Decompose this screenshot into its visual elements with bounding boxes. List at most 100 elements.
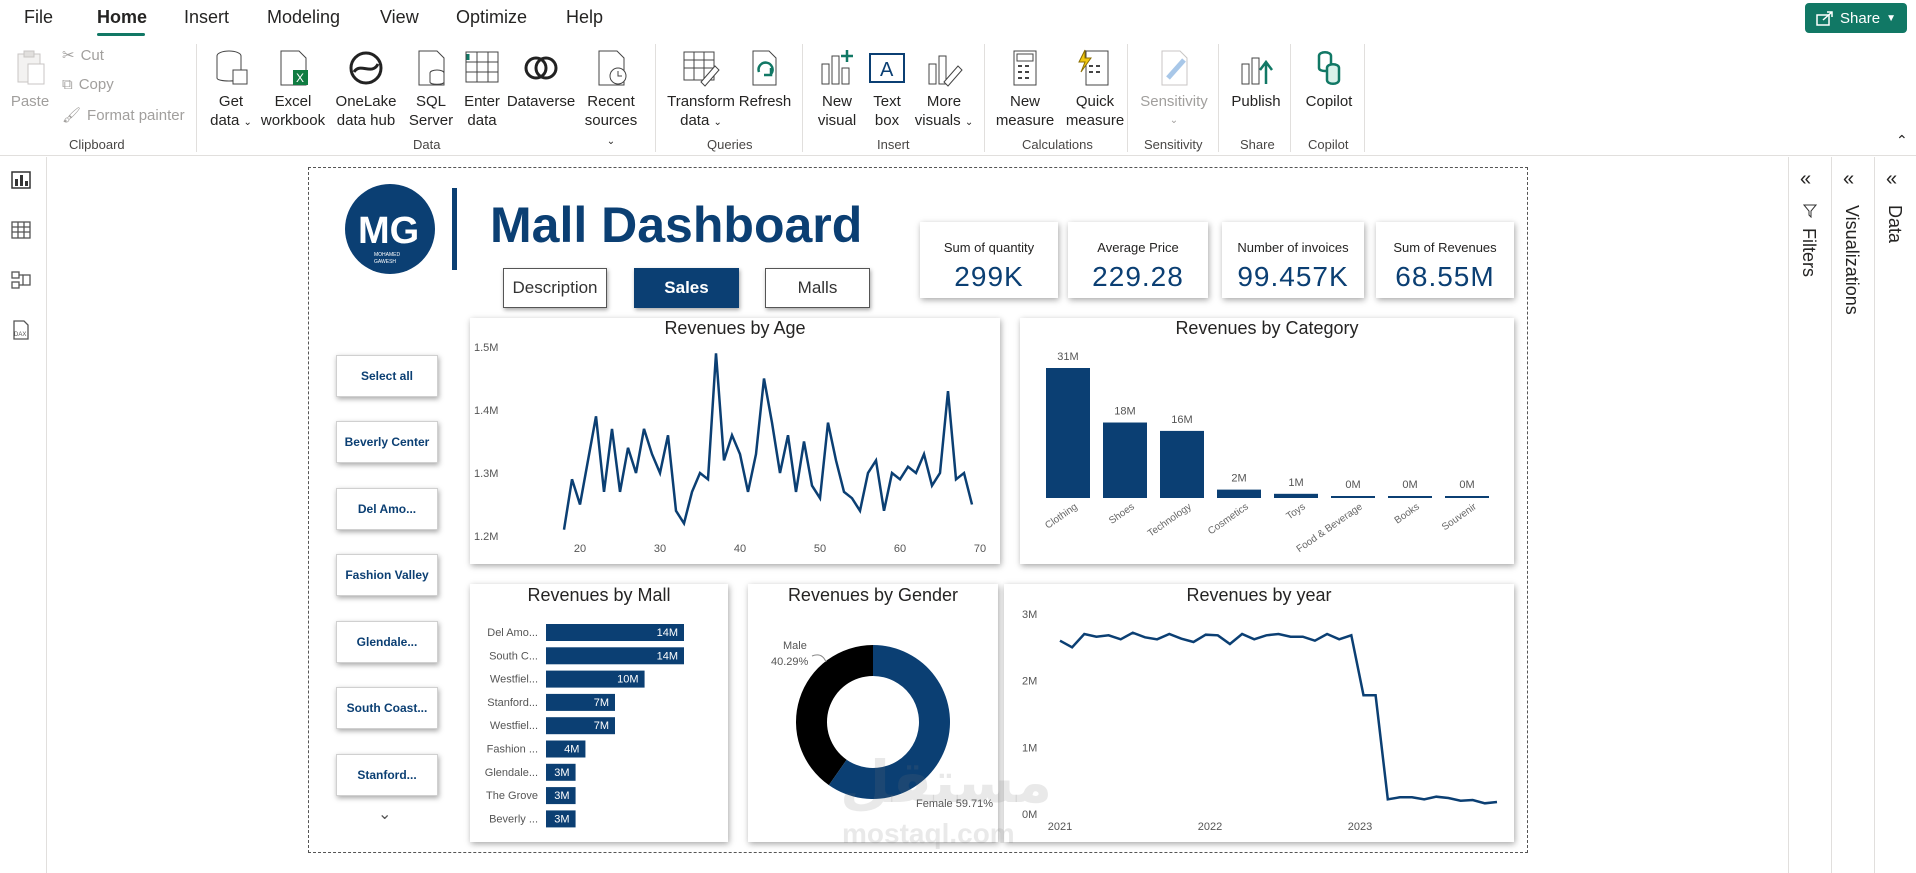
collapse-ribbon-icon[interactable]: ⌃: [1896, 132, 1908, 148]
paste-button[interactable]: Paste: [10, 48, 50, 111]
sql-label-1: SQL: [415, 93, 446, 110]
data-label: 3M: [554, 790, 569, 802]
slicer-item[interactable]: Fashion Valley: [336, 554, 438, 596]
dataverse-button[interactable]: Dataverse: [506, 48, 576, 111]
slicer-item[interactable]: Del Amo...: [336, 488, 438, 530]
database-icon: [216, 50, 248, 85]
x-tick-label: 70: [974, 543, 986, 555]
tab-malls[interactable]: Malls: [765, 268, 870, 308]
chart-title: Revenues by Mall: [527, 585, 671, 605]
data-label: 14M: [657, 650, 678, 662]
x-tick-label: 2022: [1198, 821, 1222, 833]
excel-workbook-button[interactable]: X Excel workbook: [258, 48, 328, 130]
chart-title: Revenues by Category: [1175, 318, 1359, 338]
menu-modeling[interactable]: Modeling: [267, 7, 341, 27]
bar: [1388, 496, 1432, 498]
menu-view[interactable]: View: [380, 7, 419, 27]
kpi-card: Number of invoices 99.457K: [1222, 222, 1364, 298]
calculator-icon: [1013, 50, 1037, 86]
cut-button[interactable]: ✂ Cut: [62, 46, 104, 65]
data-pane-title: Data: [1885, 205, 1905, 244]
paste-icon: [17, 50, 45, 85]
model-view-icon[interactable]: [10, 269, 32, 291]
kpi-card: Sum of quantity 299K: [920, 222, 1058, 298]
sensitivity-group-label: Sensitivity: [1144, 137, 1203, 152]
text-box-button[interactable]: A Text box: [864, 48, 910, 130]
menu-help[interactable]: Help: [566, 7, 604, 27]
copy-icon: ⧉: [62, 76, 73, 93]
bar: [1160, 430, 1204, 498]
ribbon-separator: [1127, 44, 1128, 152]
y-tick-label: 1M: [1022, 742, 1037, 754]
publish-button[interactable]: Publish: [1228, 48, 1284, 111]
get-data-button[interactable]: Get data ⌄: [206, 48, 256, 132]
page-title: Mall Dashboard: [490, 197, 863, 253]
slicer-item[interactable]: Beverly Center: [336, 421, 438, 463]
new-measure-button[interactable]: New measure: [994, 48, 1056, 130]
menu-insert[interactable]: Insert: [184, 7, 230, 27]
transform-data-button[interactable]: Transform data ⌄: [666, 48, 736, 132]
svg-text:X: X: [296, 71, 304, 85]
filters-pane[interactable]: [1788, 157, 1831, 873]
calculations-group-label: Calculations: [1022, 137, 1093, 152]
bar: [546, 740, 586, 758]
chart-card: [1020, 318, 1514, 564]
tab-sales[interactable]: Sales: [634, 268, 739, 308]
chevron-down-icon[interactable]: ⌄: [378, 806, 392, 823]
bar: [1445, 496, 1489, 498]
report-view-icon[interactable]: [10, 169, 32, 191]
kpi-value: 229.28: [1092, 261, 1184, 292]
y-tick-label: 3M: [1022, 609, 1037, 621]
new-visual-button[interactable]: New visual: [812, 48, 862, 130]
slicer-item[interactable]: Glendale...: [336, 621, 438, 663]
more-visuals-button[interactable]: More visuals ⌄: [912, 48, 976, 132]
bar: [546, 810, 576, 828]
y-tick-label: Westfiel...: [490, 674, 538, 686]
slicer-item[interactable]: Select all: [336, 355, 438, 397]
sensitivity-button[interactable]: Sensitivity ⌄: [1134, 48, 1214, 130]
chevron-double-left-icon[interactable]: «: [1843, 168, 1855, 190]
kpi-label: Sum of quantity: [943, 240, 1035, 255]
data-pane[interactable]: [1874, 157, 1916, 873]
get-data-label-2: data: [210, 112, 240, 129]
x-tick-label: 2023: [1348, 821, 1372, 833]
kpi-value: 99.457K: [1237, 261, 1349, 292]
bar: [546, 670, 645, 688]
tab-description[interactable]: Description: [503, 268, 607, 308]
share-group-label: Share: [1240, 137, 1275, 152]
ribbon: Paste ✂ Cut ⧉ Copy 🖌 Format painter Clipboa…: [0, 36, 1916, 156]
onelake-button[interactable]: OneLake data hub: [330, 48, 402, 130]
enter-data-label-2: data: [467, 112, 497, 129]
clipboard-group-label: Clipboard: [69, 137, 125, 152]
sql-server-button[interactable]: SQL Server: [406, 48, 456, 130]
data-label: 40.29%: [771, 656, 809, 668]
visualizations-pane[interactable]: [1831, 157, 1874, 873]
table-view-icon[interactable]: [10, 219, 32, 241]
new-measure-label-2: measure: [995, 112, 1055, 129]
title-divider: [452, 188, 457, 270]
data-label: 4M: [564, 744, 579, 756]
menu-optimize[interactable]: Optimize: [456, 7, 528, 27]
menu-home[interactable]: Home: [97, 7, 148, 27]
chevron-double-left-icon[interactable]: «: [1886, 168, 1898, 190]
data-label: 18M: [1114, 406, 1135, 418]
ribbon-separator: [196, 44, 197, 152]
slicer-item[interactable]: South Coast...: [336, 687, 438, 729]
refresh-label: Refresh: [738, 93, 792, 110]
format-painter-button[interactable]: 🖌 Format painter: [62, 106, 185, 125]
menu-file[interactable]: File: [24, 7, 54, 27]
dax-query-view-icon[interactable]: DAX: [10, 319, 32, 341]
slicer-item[interactable]: Stanford...: [336, 754, 438, 796]
chevron-double-left-icon[interactable]: «: [1800, 168, 1812, 190]
share-button[interactable]: Share ▼: [1805, 3, 1907, 33]
enter-data-button[interactable]: Enter data: [458, 48, 506, 130]
quick-measure-button[interactable]: Quick measure: [1058, 48, 1132, 130]
recent-sources-button[interactable]: Recent sources ⌄: [580, 48, 642, 151]
dataverse-label: Dataverse: [506, 93, 576, 110]
refresh-button[interactable]: Refresh: [738, 48, 792, 111]
copilot-button[interactable]: Copilot: [1300, 48, 1358, 111]
x-tick-label: 20: [574, 543, 586, 555]
copy-button[interactable]: ⧉ Copy: [62, 76, 114, 93]
publish-label: Publish: [1231, 93, 1281, 110]
data-label: 3M: [554, 767, 569, 779]
